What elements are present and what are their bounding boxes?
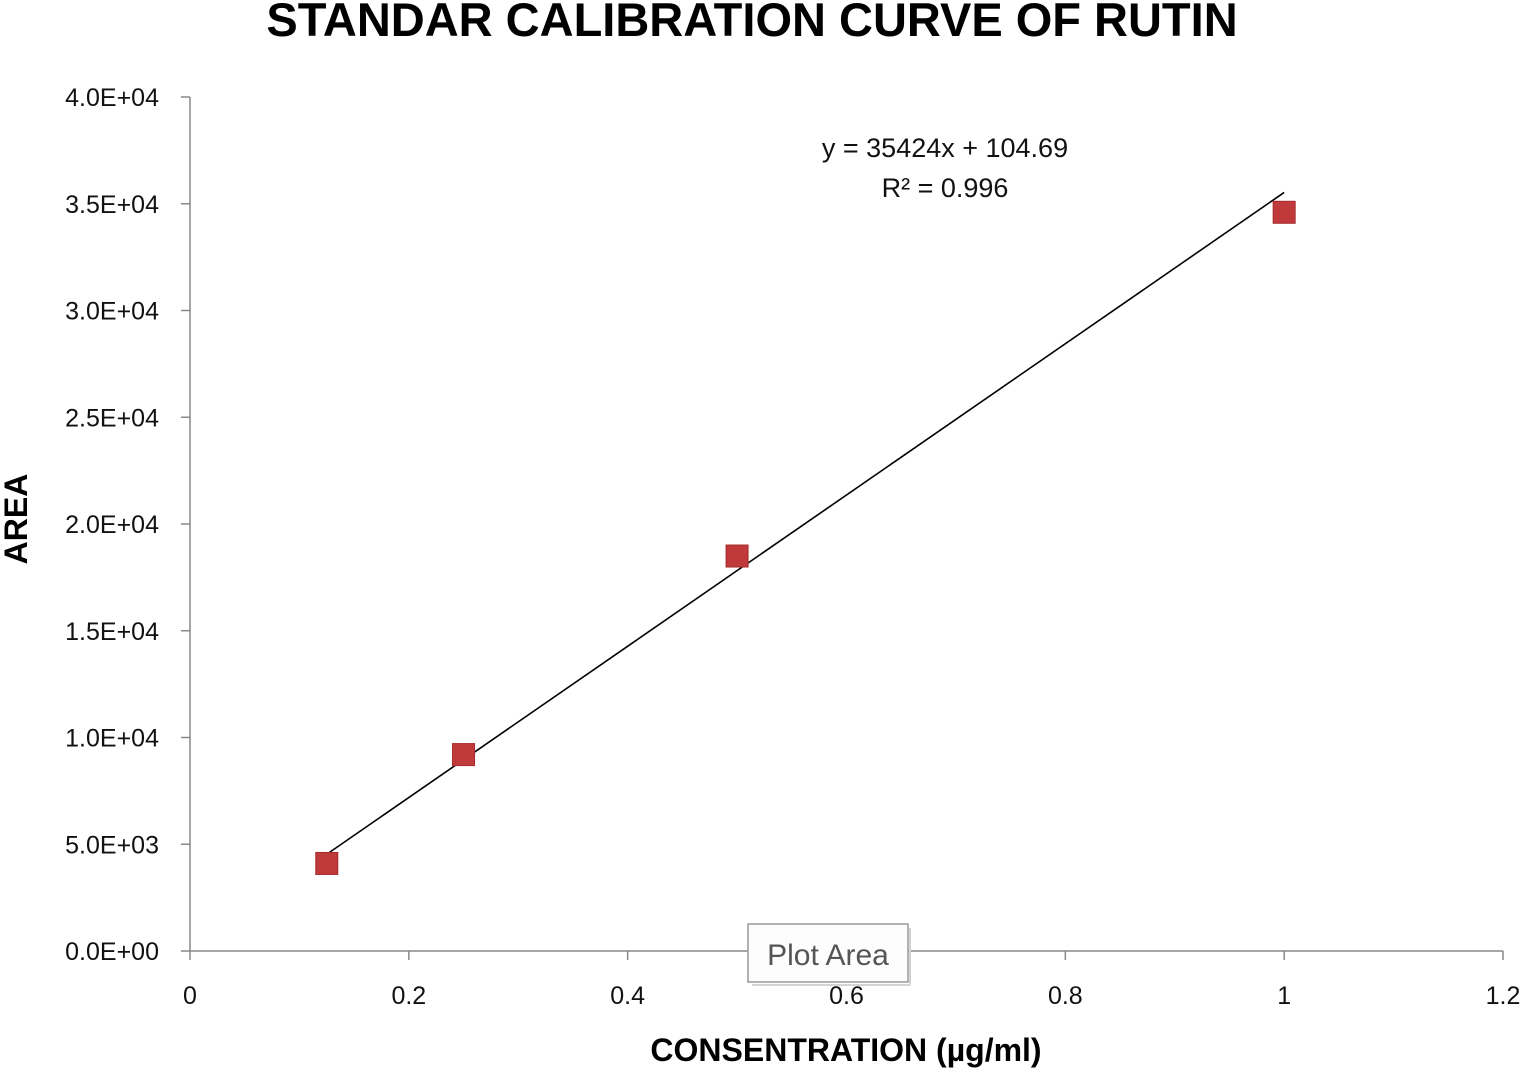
x-tick-label: 0	[183, 982, 197, 1010]
trendline	[326, 191, 1285, 855]
y-tick-label: 3.0E+04	[65, 298, 159, 326]
data-point	[1272, 200, 1296, 224]
x-tick-label: 0.2	[391, 982, 426, 1010]
x-tick-label: 1.2	[1486, 982, 1521, 1010]
x-tick-label: 0.8	[1048, 982, 1083, 1010]
y-tick-label: 5.0E+03	[65, 831, 159, 859]
r-squared-label: R² = 0.996	[882, 173, 1009, 203]
y-tick-label: 1.0E+04	[65, 725, 159, 753]
tooltip-box	[747, 923, 909, 983]
y-tick-label: 3.5E+04	[65, 191, 159, 219]
x-tick-label: 1	[1277, 982, 1291, 1010]
chart-title: STANDAR CALIBRATION CURVE OF RUTIN	[266, 0, 1237, 46]
y-tick-label: 1.5E+04	[65, 618, 159, 646]
data-point	[315, 851, 339, 875]
data-point	[725, 544, 749, 568]
y-tick-label: 4.0E+04	[65, 84, 159, 112]
axes	[189, 97, 1503, 952]
y-tick-label: 0.0E+00	[65, 938, 159, 966]
x-ticks: 0 0.2 0.4 0.6 0.8 1 1.2	[183, 951, 1520, 1010]
trendline-equation: y = 35424x + 104.69	[822, 133, 1068, 163]
y-tick-label: 2.0E+04	[65, 511, 159, 539]
y-tick-label: 2.5E+04	[65, 404, 159, 432]
y-axis-label: AREA	[0, 474, 34, 565]
data-point	[452, 743, 476, 767]
data-points	[315, 200, 1296, 875]
plot-area-tooltip: Plot Area	[747, 923, 911, 986]
x-tick-label: 0.4	[610, 982, 645, 1010]
x-tick-label: 0.6	[829, 982, 864, 1010]
y-ticks: 0.0E+00 5.0E+03 1.0E+04 1.5E+04 2.0E+04 2.5E+…	[65, 84, 190, 966]
tooltip-text: Plot Area	[767, 939, 889, 972]
x-axis-label: CONSENTRATION (µg/ml)	[650, 1032, 1041, 1068]
